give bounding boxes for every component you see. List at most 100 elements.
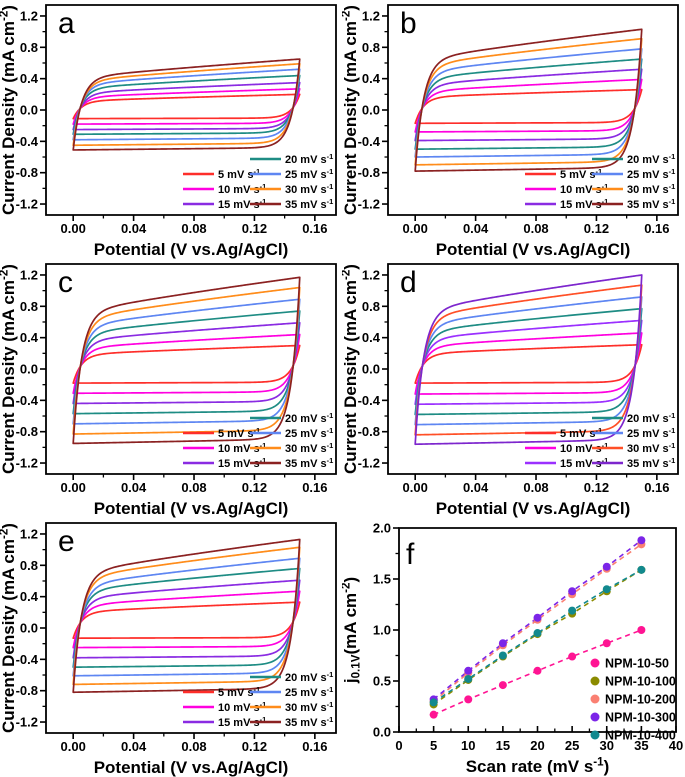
svg-text:Current Density (mA cm-2): Current Density (mA cm-2) xyxy=(0,523,18,733)
svg-text:Current Density (mA cm-2): Current Density (mA cm-2) xyxy=(342,264,360,474)
svg-text:5 mV s-1: 5 mV s-1 xyxy=(218,426,260,440)
svg-text:40: 40 xyxy=(669,738,683,753)
svg-text:j0.1V(mA cm-2): j0.1V(mA cm-2) xyxy=(342,577,363,684)
svg-text:0.12: 0.12 xyxy=(242,739,267,754)
svg-text:30 mV s-1: 30 mV s-1 xyxy=(627,441,675,455)
svg-text:10 mV s-1: 10 mV s-1 xyxy=(218,700,266,714)
svg-text:0.8: 0.8 xyxy=(362,299,380,314)
svg-text:-1.2: -1.2 xyxy=(16,456,38,471)
svg-text:-0.4: -0.4 xyxy=(16,134,39,149)
svg-text:0.12: 0.12 xyxy=(584,221,609,236)
svg-text:0.4: 0.4 xyxy=(20,71,39,86)
svg-text:20 mV s-1: 20 mV s-1 xyxy=(285,152,333,166)
svg-text:0.04: 0.04 xyxy=(121,221,147,236)
svg-text:1.2: 1.2 xyxy=(362,8,380,23)
svg-text:2.0: 2.0 xyxy=(373,521,391,536)
svg-text:35: 35 xyxy=(634,738,648,753)
svg-text:Potential (V vs.Ag/AgCl): Potential (V vs.Ag/AgCl) xyxy=(94,499,289,518)
svg-text:0.08: 0.08 xyxy=(181,221,206,236)
svg-text:25 mV s-1: 25 mV s-1 xyxy=(285,426,333,440)
svg-text:30 mV s-1: 30 mV s-1 xyxy=(285,441,333,455)
svg-text:-1.2: -1.2 xyxy=(16,197,38,212)
svg-text:25 mV s-1: 25 mV s-1 xyxy=(627,426,675,440)
panel-a-chart: 0.00 0.04 0.08 0.12 0.16 -1.2 -0.8 -0.4 0.0 0.4 0.… xyxy=(0,4,337,259)
svg-text:0.5: 0.5 xyxy=(373,674,391,689)
svg-text:15 mV s-1: 15 mV s-1 xyxy=(218,456,266,470)
svg-text:1.2: 1.2 xyxy=(20,267,38,282)
svg-text:a: a xyxy=(58,7,75,40)
svg-text:-1.2: -1.2 xyxy=(358,456,380,471)
svg-text:-0.8: -0.8 xyxy=(16,165,38,180)
svg-text:5 mV s-1: 5 mV s-1 xyxy=(560,167,602,181)
svg-text:30: 30 xyxy=(600,738,614,753)
svg-text:NPM-10-100: NPM-10-100 xyxy=(605,675,676,689)
svg-text:20 mV s-1: 20 mV s-1 xyxy=(285,411,333,425)
svg-text:10 mV s-1: 10 mV s-1 xyxy=(560,441,608,455)
svg-text:-1.2: -1.2 xyxy=(358,197,380,212)
svg-text:Potential (V vs.Ag/AgCl): Potential (V vs.Ag/AgCl) xyxy=(436,499,631,518)
svg-text:0.8: 0.8 xyxy=(362,40,380,55)
panel-c-chart: 0.00 0.04 0.08 0.12 0.16 -1.2 -0.8 -0.4 0.0 0.4 0.… xyxy=(0,263,337,518)
svg-text:1.5: 1.5 xyxy=(373,572,391,587)
svg-text:-0.4: -0.4 xyxy=(16,652,39,667)
panel-e: 0.00 0.04 0.08 0.12 0.16 -1.2 -0.8 -0.4 0.0 0.4 0.… xyxy=(0,518,342,777)
svg-text:-1.2: -1.2 xyxy=(16,715,38,730)
panel-f: 0 5 10 15 20 25 30 35 40 0.0 0.5 1.0 1.5 2.0 Scan rate… xyxy=(340,518,685,777)
svg-text:0.12: 0.12 xyxy=(584,480,609,495)
svg-text:15 mV s-1: 15 mV s-1 xyxy=(218,197,266,211)
svg-text:Current Density (mA cm-2): Current Density (mA cm-2) xyxy=(0,264,18,474)
svg-text:1.2: 1.2 xyxy=(20,8,38,23)
svg-text:0.0: 0.0 xyxy=(362,362,380,377)
svg-text:0.0: 0.0 xyxy=(20,362,38,377)
svg-text:1.2: 1.2 xyxy=(20,526,38,541)
svg-text:0.04: 0.04 xyxy=(121,480,147,495)
svg-text:0.0: 0.0 xyxy=(20,103,38,118)
svg-text:20 mV s-1: 20 mV s-1 xyxy=(627,152,675,166)
svg-text:10 mV s-1: 10 mV s-1 xyxy=(218,441,266,455)
svg-text:20: 20 xyxy=(530,738,544,753)
svg-text:e: e xyxy=(58,525,75,558)
svg-text:15 mV s-1: 15 mV s-1 xyxy=(560,197,608,211)
panel-d-chart: 0.00 0.04 0.08 0.12 0.16 -1.2 -0.8 -0.4 0.0 0.4 0.… xyxy=(340,263,679,518)
svg-text:0.8: 0.8 xyxy=(20,299,38,314)
svg-text:NPM-10-300: NPM-10-300 xyxy=(605,711,676,725)
svg-text:0.0: 0.0 xyxy=(362,103,380,118)
svg-text:30 mV s-1: 30 mV s-1 xyxy=(627,182,675,196)
svg-text:-0.8: -0.8 xyxy=(16,683,38,698)
svg-text:0.4: 0.4 xyxy=(362,71,381,86)
svg-text:0.08: 0.08 xyxy=(523,480,548,495)
svg-text:0.4: 0.4 xyxy=(20,589,39,604)
svg-text:0.16: 0.16 xyxy=(302,739,327,754)
svg-text:0.4: 0.4 xyxy=(20,330,39,345)
svg-text:0.00: 0.00 xyxy=(403,221,428,236)
svg-text:5 mV s-1: 5 mV s-1 xyxy=(218,167,260,181)
svg-text:5 mV s-1: 5 mV s-1 xyxy=(218,685,260,699)
svg-text:0.8: 0.8 xyxy=(20,40,38,55)
svg-text:0.0: 0.0 xyxy=(373,725,391,740)
svg-text:0.12: 0.12 xyxy=(242,221,267,236)
svg-text:25 mV s-1: 25 mV s-1 xyxy=(285,167,333,181)
svg-text:0.4: 0.4 xyxy=(362,330,381,345)
svg-text:15: 15 xyxy=(496,738,510,753)
svg-text:10 mV s-1: 10 mV s-1 xyxy=(560,182,608,196)
svg-text:-0.8: -0.8 xyxy=(16,424,38,439)
svg-text:10: 10 xyxy=(461,738,475,753)
svg-text:0.08: 0.08 xyxy=(181,739,206,754)
svg-text:5 mV s-1: 5 mV s-1 xyxy=(560,426,602,440)
panel-b: 0.00 0.04 0.08 0.12 0.16 -1.2 -0.8 -0.4 0.0 0.4 0.… xyxy=(340,0,685,264)
svg-text:25 mV s-1: 25 mV s-1 xyxy=(627,167,675,181)
svg-text:0.00: 0.00 xyxy=(61,221,86,236)
svg-text:NPM-10-200: NPM-10-200 xyxy=(605,693,676,707)
svg-text:-0.4: -0.4 xyxy=(358,393,381,408)
svg-text:15 mV s-1: 15 mV s-1 xyxy=(560,456,608,470)
svg-text:Scan rate (mV s-1): Scan rate (mV s-1) xyxy=(466,756,610,776)
svg-text:-0.8: -0.8 xyxy=(358,424,380,439)
svg-text:Current Density (mA cm-2): Current Density (mA cm-2) xyxy=(342,5,360,215)
svg-text:0.04: 0.04 xyxy=(121,739,147,754)
svg-text:20 mV s-1: 20 mV s-1 xyxy=(285,670,333,684)
svg-text:35 mV s-1: 35 mV s-1 xyxy=(285,456,333,470)
svg-text:0.12: 0.12 xyxy=(242,480,267,495)
svg-text:0.00: 0.00 xyxy=(403,480,428,495)
svg-text:Potential (V vs.Ag/AgCl): Potential (V vs.Ag/AgCl) xyxy=(94,240,289,259)
svg-text:0.00: 0.00 xyxy=(61,480,86,495)
